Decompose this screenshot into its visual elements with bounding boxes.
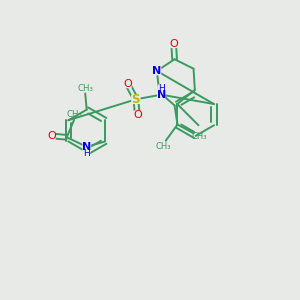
FancyBboxPatch shape <box>133 110 142 119</box>
FancyBboxPatch shape <box>152 67 161 75</box>
Text: O: O <box>133 110 142 120</box>
FancyBboxPatch shape <box>158 85 165 92</box>
Text: CH₃: CH₃ <box>66 110 82 119</box>
Text: N: N <box>152 66 161 76</box>
Text: N: N <box>82 142 92 152</box>
FancyBboxPatch shape <box>47 132 56 140</box>
FancyBboxPatch shape <box>157 91 165 99</box>
Text: O: O <box>169 39 178 49</box>
FancyBboxPatch shape <box>83 150 90 158</box>
Text: N: N <box>157 90 166 100</box>
Text: O: O <box>47 131 56 141</box>
FancyBboxPatch shape <box>82 142 91 151</box>
Text: H: H <box>158 84 165 93</box>
FancyBboxPatch shape <box>124 80 132 88</box>
Text: S: S <box>132 93 140 106</box>
FancyBboxPatch shape <box>169 40 178 48</box>
FancyBboxPatch shape <box>131 94 141 104</box>
Text: O: O <box>123 79 132 89</box>
Text: H: H <box>83 149 90 158</box>
Text: CH₃: CH₃ <box>192 132 207 141</box>
Text: CH₃: CH₃ <box>156 142 171 151</box>
Text: CH₃: CH₃ <box>77 84 93 93</box>
